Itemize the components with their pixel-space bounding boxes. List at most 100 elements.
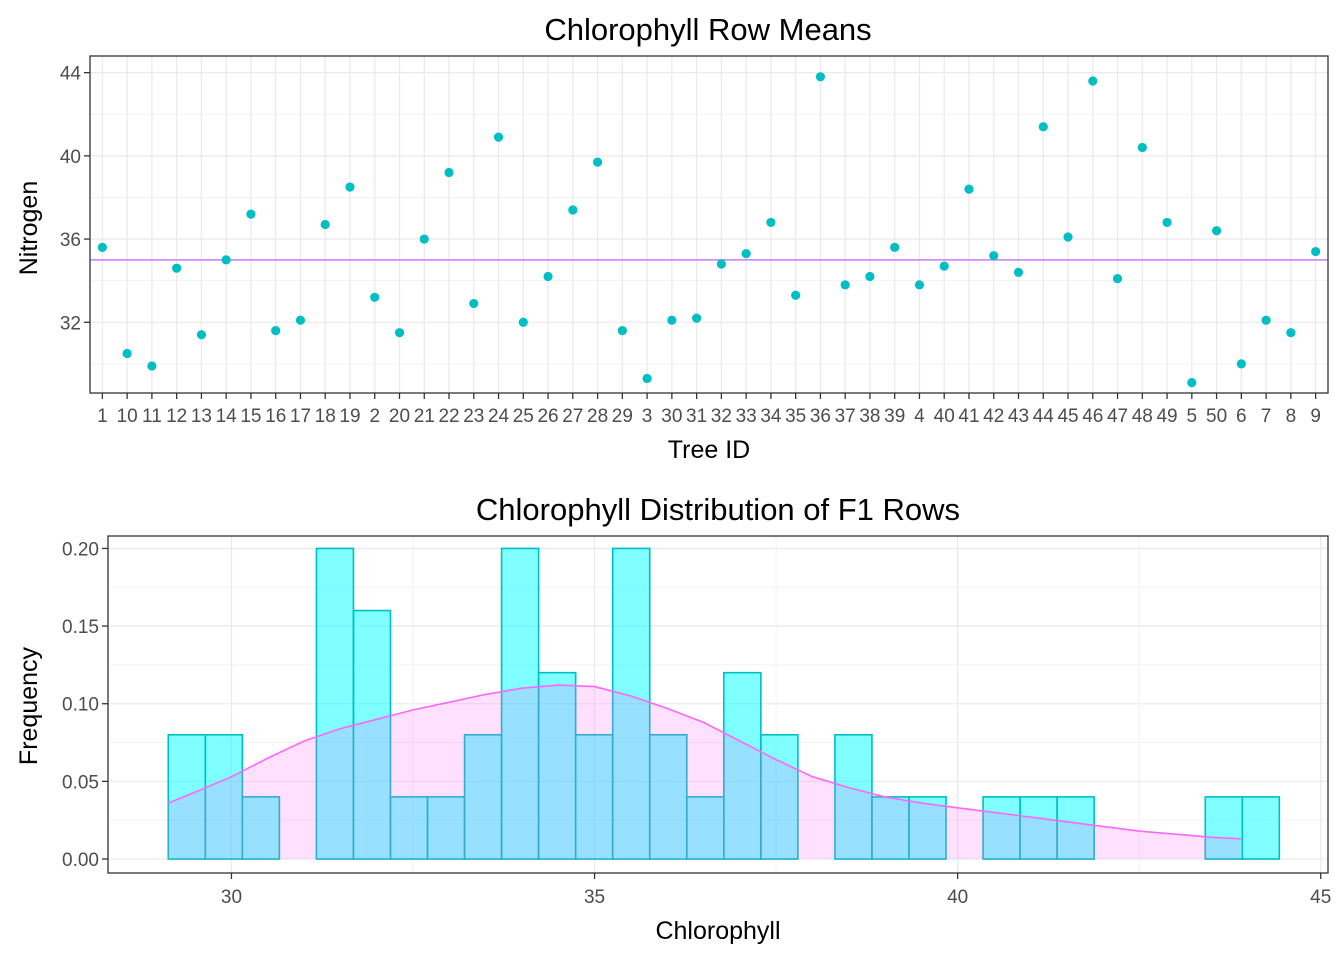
scatter-x-tick-label: 10 [117, 406, 138, 427]
scatter-point [122, 348, 132, 359]
scatter-point [989, 251, 999, 261]
histogram-bar [241, 796, 281, 860]
scatter-x-tick-label: 37 [835, 406, 856, 427]
scatter-x-tick-label: 32 [711, 406, 732, 427]
scatter-point [97, 242, 107, 252]
histogram-bar [1241, 796, 1281, 860]
histogram-bar [389, 796, 429, 860]
scatter-x-tick-label: 27 [562, 406, 583, 427]
scatter-point [815, 72, 826, 82]
scatter-x-tick-label: 5 [1187, 406, 1198, 427]
histogram-y-tick-label: 0.20 [62, 539, 99, 560]
scatter-x-tick-label: 48 [1132, 406, 1153, 427]
scatter-point [493, 132, 504, 142]
scatter-x-tick-label: 1 [97, 406, 108, 427]
scatter-point [1187, 377, 1197, 388]
scatter-point [1038, 122, 1048, 132]
scatter-x-tick-label: 8 [1286, 406, 1297, 427]
histogram-bar [204, 733, 244, 860]
scatter-point [964, 184, 974, 194]
scatter-x-tick-label: 26 [537, 406, 558, 427]
scatter-x-tick-label: 14 [216, 406, 238, 427]
scatter-point [370, 292, 380, 302]
scatter-chart-title: Chlorophyll Row Means [544, 12, 871, 47]
density-curve [167, 684, 1241, 840]
density-area [168, 685, 1241, 859]
histogram-bar [1204, 796, 1244, 860]
scatter-point [939, 261, 949, 271]
scatter-y-tick-label: 40 [60, 147, 81, 168]
histogram-bar [834, 733, 873, 860]
histogram-chart-title: Chlorophyll Distribution of F1 Rows [476, 492, 960, 527]
scatter-point [147, 361, 157, 371]
scatter-x-tick-label: 19 [339, 406, 360, 427]
histogram-bar [723, 671, 762, 860]
scatter-point [766, 217, 776, 228]
scatter-x-tick-label: 23 [463, 406, 484, 427]
histogram-density [167, 684, 1241, 859]
scatter-point [221, 255, 231, 265]
scatter-x-tick-label: 20 [389, 406, 410, 427]
histogram-chart: Chlorophyll Distribution of F1 Rows 0.00… [15, 492, 1331, 945]
scatter-x-tick-label: 11 [142, 406, 162, 427]
scatter-x-tick-label: 40 [934, 406, 955, 427]
scatter-point [320, 219, 330, 230]
scatter-x-tick-label: 30 [661, 406, 682, 427]
scatter-x-axis-title: Tree ID [668, 436, 750, 464]
scatter-point [791, 290, 801, 300]
scatter-point [295, 315, 306, 325]
scatter-point [1137, 142, 1147, 153]
scatter-y-tick-label: 44 [60, 64, 82, 85]
scatter-x-tick-label: 13 [191, 406, 212, 427]
scatter-point [568, 205, 578, 215]
scatter-x-tick-label: 29 [612, 406, 633, 427]
scatter-point [1236, 359, 1246, 369]
scatter-point [1211, 226, 1222, 236]
scatter-panel-border [89, 55, 1329, 394]
scatter-point [1088, 76, 1098, 86]
scatter-point [890, 242, 900, 252]
scatter-point [172, 263, 182, 273]
scatter-x-tick-label: 41 [958, 406, 979, 427]
scatter-x-tick-label: 49 [1156, 406, 1177, 427]
scatter-point [716, 259, 726, 269]
histogram-y-tick-label: 0.10 [62, 695, 99, 716]
scatter-x-tick-label: 42 [983, 406, 1004, 427]
scatter-y-axis: 32 36 40 44 [60, 64, 90, 334]
scatter-x-tick-label: 6 [1236, 406, 1247, 427]
scatter-x-tick-label: 18 [315, 406, 336, 427]
scatter-point [394, 328, 405, 338]
scatter-x-tick-label: 2 [369, 406, 380, 427]
histogram-y-tick-label: 0.15 [62, 617, 99, 638]
scatter-point [692, 313, 702, 323]
scatter-x-tick-label: 9 [1310, 406, 1321, 427]
scatter-x-tick-label: 33 [736, 406, 757, 427]
histogram-bar [167, 733, 207, 860]
scatter-x-tick-label: 7 [1261, 406, 1272, 427]
histogram-x-tick-label: 45 [1310, 887, 1331, 908]
histogram-x-tick-label: 30 [221, 887, 242, 908]
scatter-x-tick-label: 22 [438, 406, 459, 427]
scatter-x-tick-label: 35 [785, 406, 806, 427]
scatter-x-tick-label: 47 [1107, 406, 1128, 427]
histogram-bars [167, 547, 1281, 860]
scatter-point [419, 234, 429, 244]
histogram-bar [426, 796, 466, 860]
histogram-bar [648, 733, 688, 860]
histogram-bar [315, 547, 355, 860]
scatter-point [444, 167, 454, 178]
scatter-x-tick-label: 16 [265, 406, 286, 427]
histogram-y-tick-label: 0.05 [62, 772, 99, 793]
scatter-x-tick-label: 24 [488, 406, 510, 427]
scatter-point [196, 330, 207, 340]
histogram-bar [1056, 796, 1095, 860]
histogram-bar [1019, 796, 1058, 860]
scatter-point [271, 325, 281, 336]
scatter-point [469, 298, 479, 309]
scatter-x-tick-label: 46 [1082, 406, 1103, 427]
scatter-x-tick-label: 28 [587, 406, 608, 427]
histogram-bar [871, 796, 910, 860]
scatter-point [518, 317, 528, 327]
scatter-point [345, 182, 355, 192]
